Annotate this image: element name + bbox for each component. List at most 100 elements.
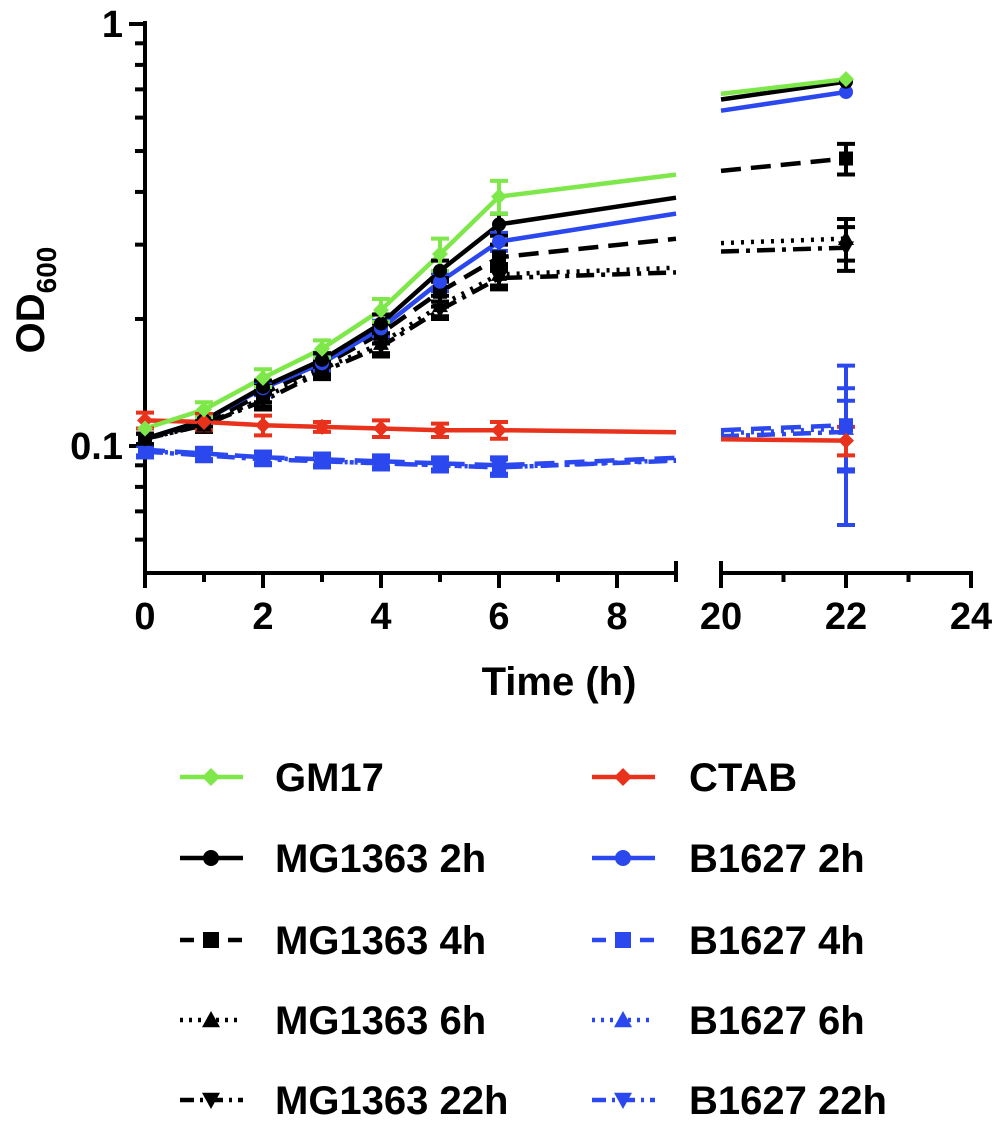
series-line-mg1363-22h [144,270,677,441]
x-tick-label: 22 [825,596,867,638]
legend-item-ctab: CTAB [592,756,797,800]
series-line-gm17 [720,76,847,97]
data-point-mg1363-2h [138,431,152,446]
legend-marker-ctab [614,768,632,786]
legend-label: GM17 [275,756,384,800]
data-point-gm17 [838,71,854,88]
series-line-mg1363-4h [720,156,847,174]
x-tick-label: 4 [370,596,391,638]
series-line-b1627-6h [720,426,847,436]
x-tick-label: 8 [606,596,627,638]
legend-item-mg1363-22h: MG1363 22h [180,1079,508,1123]
series-line-b1627-4h [144,447,677,468]
data-point-ctab [373,420,389,437]
legend-item-gm17: GM17 [180,756,384,800]
legend-label: MG1363 22h [275,1079,508,1118]
legend-item-mg1363-6h: MG1363 6h [180,999,486,1043]
data-point-ctab [196,413,212,430]
series-line-mg1363-22h [720,245,847,254]
legend-item-mg1363-4h: MG1363 4h [180,919,486,963]
x-tick-label: 6 [488,596,509,638]
x-tick-label: 2 [252,596,273,638]
data-point-gm17 [255,369,271,386]
legend-label: CTAB [689,756,797,800]
legend-marker-mg1363-2h [203,850,219,866]
data-point-gm17 [432,246,448,263]
legend-marker-mg1363-4h [203,932,219,948]
series-line-ctab [144,418,677,435]
legend-label: B1627 22h [689,1079,887,1118]
y-axis-label: OD600 [9,247,62,354]
series-line-mg1363-6h [720,236,847,246]
data-markers [137,71,854,476]
data-point-b1627-22h [196,449,212,464]
x-axis-label: Time (h) [482,660,637,704]
data-point-mg1363-22h [432,303,448,319]
y-tick-label: 1 [102,4,123,46]
series-line-mg1363-4h [144,236,677,441]
legend-label: MG1363 2h [275,837,486,881]
series-line-ctab [720,437,847,443]
data-point-b1627-2h [492,234,506,249]
legend-label: B1627 6h [689,999,865,1043]
legend-label: MG1363 4h [275,919,486,963]
x-tick-label: 0 [134,596,155,638]
legend-label: B1627 4h [689,919,865,963]
data-point-b1627-2h [433,274,447,289]
data-point-b1627-22h [491,460,507,476]
data-point-gm17 [373,302,389,319]
data-point-b1627-22h [137,445,153,460]
data-point-mg1363-2h [315,352,329,367]
x-tick-label: 20 [700,596,742,638]
data-point-ctab [137,412,153,429]
data-point-ctab [255,417,271,434]
data-point-b1627-22h [373,456,389,472]
y-axis-label-main: OD [9,293,53,353]
data-point-mg1363-2h [492,217,506,232]
legend-marker-b1627-2h [615,850,631,866]
data-point-mg1363-4h [492,250,506,265]
data-point-mg1363-22h [491,271,507,287]
data-point-gm17 [137,420,153,437]
legend-label: B1627 2h [689,837,865,881]
series-line-gm17 [144,172,677,431]
legend-item-b1627-22h: B1627 22h [592,1079,887,1123]
series-line-mg1363-2h [144,195,677,441]
y-axis-label-subscript: 600 [31,247,62,294]
legend-item-b1627-6h: B1627 6h [592,999,865,1043]
data-point-ctab [838,432,854,449]
series-line-b1627-22h [144,449,677,470]
data-point-mg1363-22h [838,241,854,256]
legend-marker-gm17 [202,768,220,786]
data-point-mg1363-2h [256,379,270,394]
data-point-mg1363-2h [433,263,447,278]
series-line-b1627-2h [720,89,847,113]
legend-marker-mg1363-22h [202,1092,220,1109]
data-point-b1627-2h [839,85,853,100]
series-line-b1627-4h [720,422,847,433]
data-point-b1627-22h [314,454,330,470]
data-point-b1627-22h [432,458,448,474]
data-point-b1627-22h [255,452,271,468]
legend-marker-mg1363-6h [202,1011,220,1028]
legend-item-b1627-2h: B1627 2h [592,837,865,881]
data-point-gm17 [314,340,330,357]
data-point-gm17 [196,401,212,418]
legend: GM17 CTAB MG1363 2h B1627 2h MG1363 4h B1627 … [180,756,887,1123]
data-point-mg1363-22h [373,340,389,355]
legend-label: MG1363 6h [275,999,486,1043]
series-line-mg1363-6h [144,265,677,441]
legend-marker-b1627-6h [614,1011,632,1028]
legend-marker-b1627-22h [614,1092,632,1109]
y-tick-label: 0.1 [70,426,123,468]
legend-item-mg1363-2h: MG1363 2h [180,837,486,881]
data-point-ctab [432,422,448,439]
data-point-gm17 [491,188,507,205]
data-point-mg1363-2h [374,316,388,331]
series-lines [144,76,847,470]
data-point-ctab [314,418,330,435]
series-line-mg1363-2h [720,79,847,102]
